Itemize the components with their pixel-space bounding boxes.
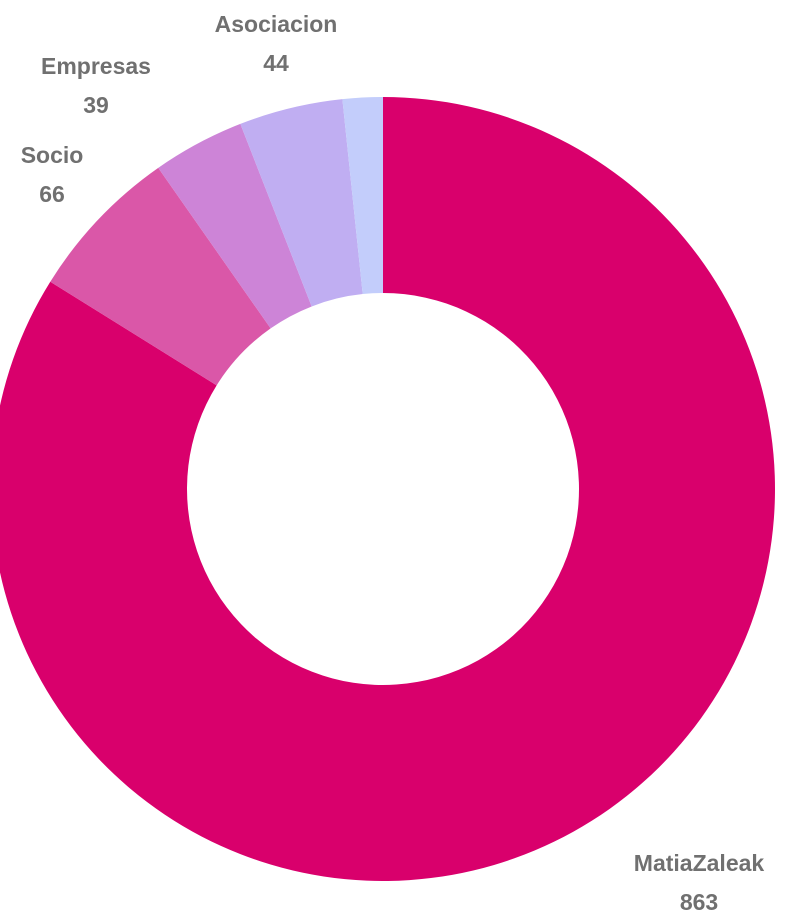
- slice-value-asociacion: 44: [263, 50, 289, 76]
- slice-value-empresas: 39: [83, 92, 109, 118]
- slice-label-asociacion: Asociacion: [215, 11, 338, 37]
- donut-slices: [0, 97, 775, 881]
- slice-empresas: [158, 123, 312, 329]
- slice-asociacion: [240, 99, 363, 307]
- slice-socio: [50, 167, 271, 386]
- slice-matiazaleak: [0, 97, 775, 881]
- slice-label-matiazaleak: MatiaZaleak: [634, 850, 765, 876]
- slice-value-matiazaleak: 863: [680, 889, 718, 915]
- slice-unlabeled-4: [342, 97, 383, 295]
- slice-labels: MatiaZaleak 863 Socio 66 Empresas 39 Asociacio…: [21, 11, 765, 915]
- slice-label-empresas: Empresas: [41, 53, 151, 79]
- slice-label-socio: Socio: [21, 142, 84, 168]
- slice-value-socio: 66: [39, 181, 65, 207]
